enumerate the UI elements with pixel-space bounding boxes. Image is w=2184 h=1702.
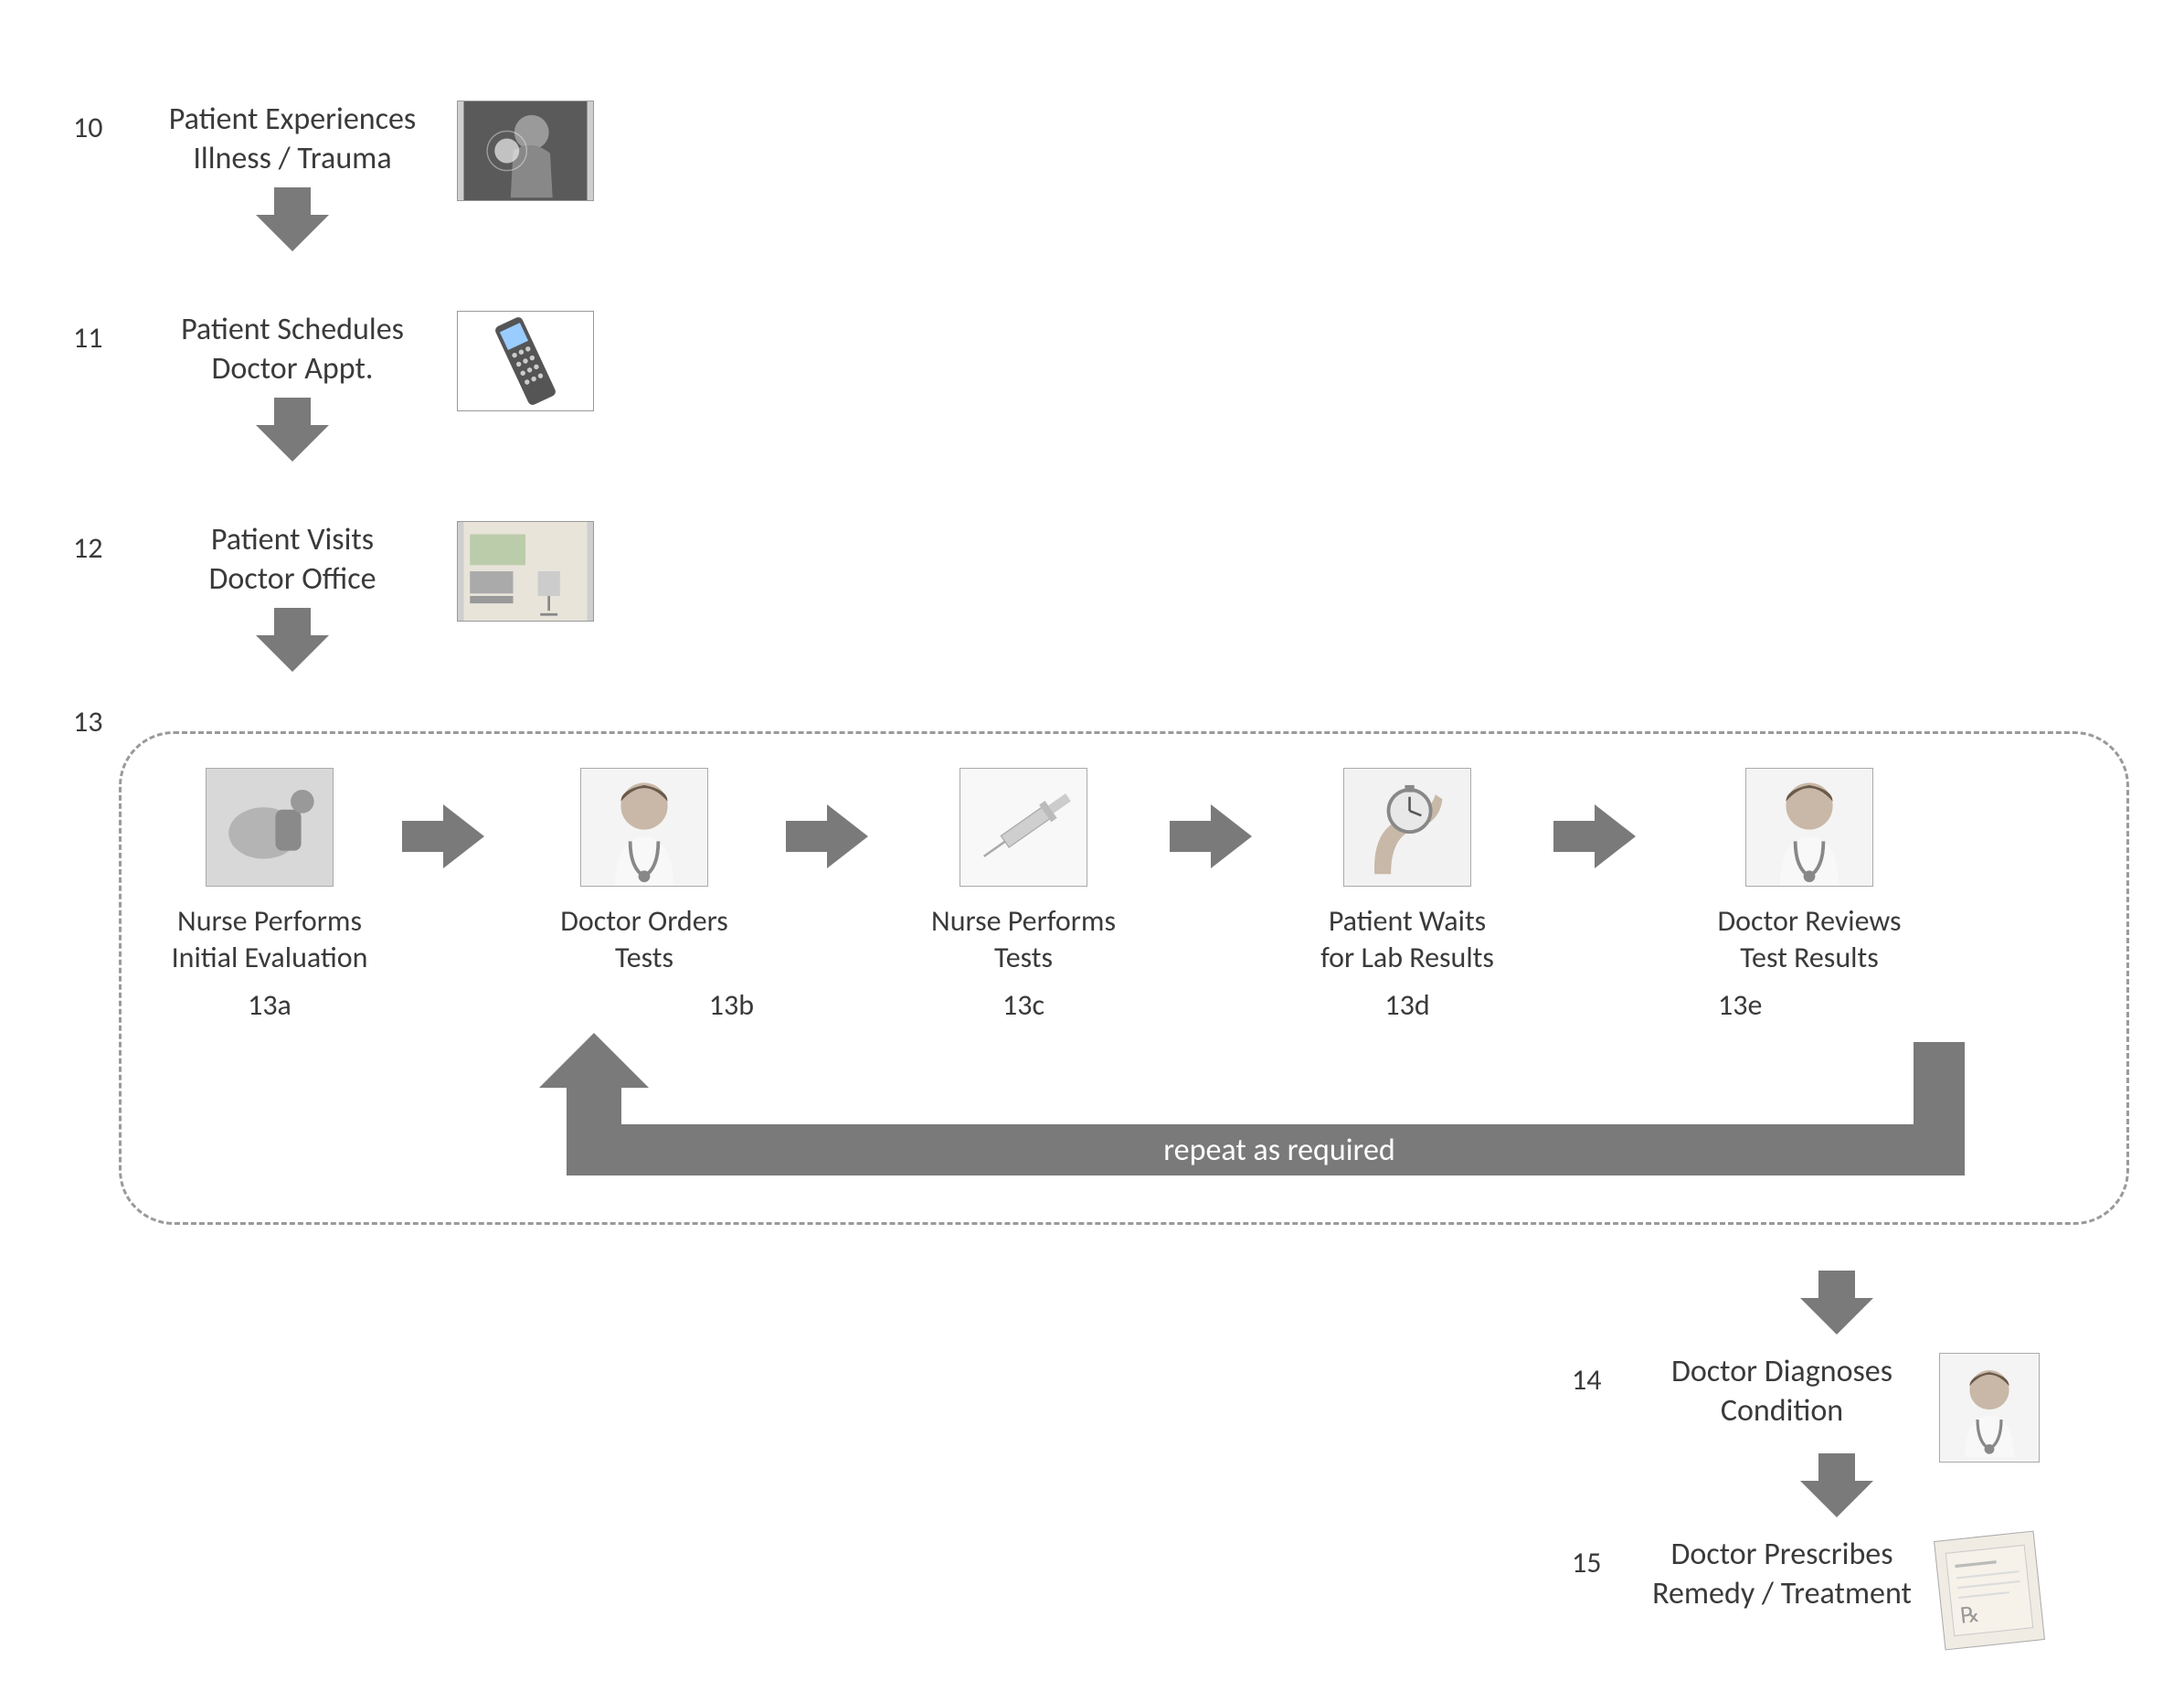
- step-13d-id: 13d: [1384, 987, 1429, 1023]
- step-13a-line2: Initial Evaluation: [172, 940, 368, 976]
- repeat-connector-left: [567, 1124, 621, 1175]
- step-10-number: 10: [73, 101, 146, 145]
- step-12-text-block: Patient Visits Doctor Office: [146, 521, 439, 672]
- step-13a-id: 13a: [248, 987, 292, 1023]
- repeat-label: repeat as required: [1163, 1132, 1394, 1169]
- step-13c-line2: Tests: [994, 940, 1053, 976]
- arrow-down-icon: [256, 398, 329, 462]
- step-13-number: 13: [73, 704, 102, 739]
- step-14-line1: Doctor Diagnoses: [1636, 1353, 1928, 1392]
- step-11-text-block: Patient Schedules Doctor Appt.: [146, 311, 439, 462]
- step-13e-line2: Test Results: [1740, 940, 1878, 976]
- step-13c-id: 13c: [1002, 987, 1044, 1023]
- step-13d-line2: for Lab Results: [1320, 940, 1494, 976]
- step-11-line2: Doctor Appt.: [212, 350, 374, 389]
- step-14-row: 14 Doctor Diagnoses Condition: [1572, 1353, 2040, 1463]
- arrow-right-icon: [1553, 804, 1636, 873]
- phone-icon: [457, 311, 594, 411]
- step-13a: Nurse Performs Initial Evaluation 13a: [151, 768, 388, 1023]
- arrow-right-icon: [1170, 804, 1252, 873]
- step-12-line2: Doctor Office: [208, 560, 376, 600]
- step-13b: Doctor Orders Tests 13b: [525, 768, 763, 1023]
- stopwatch-icon: [1343, 768, 1471, 887]
- step-13d-line1: Patient Waits: [1329, 903, 1486, 940]
- repeat-bar: repeat as required: [594, 1124, 1965, 1175]
- repeat-connector-right: [1914, 1042, 1965, 1130]
- anatomy-icon: [457, 101, 594, 201]
- arrow-down-icon: [1800, 1271, 1873, 1339]
- step-12-line1: Patient Visits: [211, 521, 374, 560]
- step-12-row: 12 Patient Visits Doctor Office: [73, 521, 594, 672]
- bp-cuff-icon: [206, 768, 334, 887]
- arrow-down-icon: [256, 187, 329, 251]
- step-15-row: 15 Doctor Prescribes Remedy / Treatment …: [1572, 1536, 2040, 1645]
- arrow-right-icon: [786, 804, 868, 873]
- doctor-icon: [580, 768, 708, 887]
- doctor-icon: [1939, 1353, 2040, 1463]
- step-14-text-block: Doctor Diagnoses Condition: [1636, 1353, 1928, 1431]
- syringe-icon: [959, 768, 1087, 887]
- arrow-up-icon: [539, 1033, 649, 1138]
- step-13b-line1: Doctor Orders: [560, 903, 728, 940]
- step-15-text-block: Doctor Prescribes Remedy / Treatment: [1636, 1536, 1928, 1613]
- office-icon: [457, 521, 594, 622]
- step-12-number: 12: [73, 521, 146, 566]
- step-11-number: 11: [73, 311, 146, 356]
- step-13b-line2: Tests: [615, 940, 673, 976]
- step-10-row: 10 Patient Experiences Illness / Trauma: [73, 101, 594, 251]
- step-15-line1: Doctor Prescribes: [1636, 1536, 1928, 1575]
- step-13e-line1: Doctor Reviews: [1717, 903, 1901, 940]
- svg-text:℞: ℞: [1959, 1603, 1981, 1629]
- step-10-text-block: Patient Experiences Illness / Trauma: [146, 101, 439, 251]
- step-15-number: 15: [1572, 1536, 1636, 1580]
- step-14-line2: Condition: [1636, 1392, 1928, 1431]
- step-15-line2: Remedy / Treatment: [1636, 1575, 1928, 1614]
- step-13d: Patient Waits for Lab Results 13d: [1288, 768, 1526, 1023]
- step-10-line1: Patient Experiences: [169, 101, 416, 140]
- step-13c: Nurse Performs Tests 13c: [905, 768, 1142, 1023]
- step-13a-line1: Nurse Performs: [177, 903, 362, 940]
- step-13c-line1: Nurse Performs: [931, 903, 1116, 940]
- step-11-line1: Patient Schedules: [181, 311, 404, 350]
- step-13e-id: 13e: [1718, 987, 1762, 1023]
- step-10-line2: Illness / Trauma: [193, 140, 391, 179]
- doctor-icon: [1745, 768, 1873, 887]
- step-11-row: 11 Patient Schedules Doctor Appt.: [73, 311, 594, 462]
- step-13b-id: 13b: [709, 987, 754, 1023]
- rx-icon: ℞: [1934, 1531, 2045, 1651]
- step-13e: Doctor Reviews Test Results 13e: [1691, 768, 1928, 1023]
- arrow-down-icon: [256, 608, 329, 672]
- arrow-down-icon: [1800, 1453, 1873, 1522]
- step-14-number: 14: [1572, 1353, 1636, 1398]
- arrow-right-icon: [402, 804, 484, 873]
